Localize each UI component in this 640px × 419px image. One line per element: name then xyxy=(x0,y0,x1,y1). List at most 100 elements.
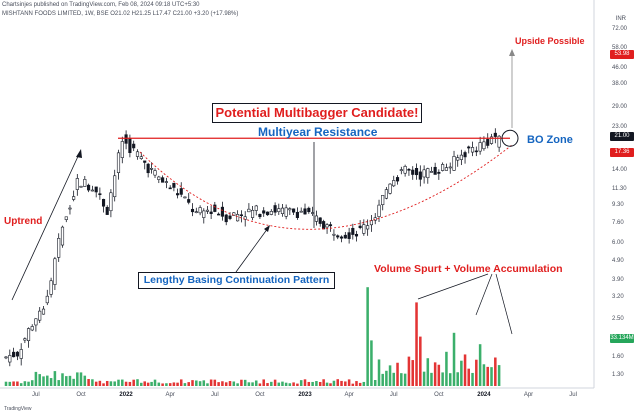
basing-pointer-head xyxy=(264,225,270,232)
candle-body xyxy=(284,207,288,217)
volume-bar xyxy=(224,382,228,386)
time-axis-label: Apr xyxy=(165,392,175,398)
volume-bar xyxy=(12,381,15,386)
volume-bar xyxy=(336,379,339,386)
time-axis-label: Jul xyxy=(569,392,577,398)
candle-body xyxy=(318,217,322,224)
price-tag: 53.98 xyxy=(610,50,634,60)
candle-body xyxy=(399,169,403,172)
volume-bar xyxy=(221,381,224,386)
volume-bar xyxy=(299,380,303,386)
candle-body xyxy=(358,225,362,228)
price-scale-label: 9.30 xyxy=(612,202,624,209)
time-axis-label: Apr xyxy=(344,392,354,398)
candle-body xyxy=(295,211,299,218)
volume-bar xyxy=(325,382,329,386)
volume-bar xyxy=(415,302,418,386)
bo-zone-label: BO Zone xyxy=(527,134,573,146)
price-scale-label: 58.00 xyxy=(612,44,628,51)
bo-zone-circle xyxy=(501,129,519,147)
candle-body xyxy=(45,295,49,304)
time-axis-label: 2024 xyxy=(477,392,491,398)
volume-bar xyxy=(61,373,64,386)
price-scale-label: 38.00 xyxy=(612,81,628,88)
candle-body xyxy=(299,210,303,213)
candle-body xyxy=(150,168,154,170)
candle-body xyxy=(57,237,61,258)
volume-bar xyxy=(136,379,139,386)
candle-body xyxy=(392,180,396,187)
basing-arc xyxy=(139,144,513,230)
candle-body xyxy=(41,308,46,315)
candle-body xyxy=(175,193,180,196)
tradingview-logo[interactable]: TradingView xyxy=(4,406,32,412)
volume-bar xyxy=(456,372,459,386)
candle-body xyxy=(49,280,53,295)
candidate-title: Potential Multibagger Candidate! xyxy=(212,103,422,123)
volume-bar xyxy=(460,360,463,386)
candle-body xyxy=(120,141,124,158)
candle-body xyxy=(98,193,102,196)
volume-bar xyxy=(392,372,395,386)
volume-bar xyxy=(254,380,258,386)
volume-bar xyxy=(467,368,470,386)
time-axis-label: Jul xyxy=(210,392,219,398)
volume-bar xyxy=(176,382,179,386)
candle-body xyxy=(247,208,251,213)
candle-body xyxy=(194,211,198,213)
candle-body xyxy=(444,167,448,171)
volume-bar xyxy=(262,379,265,386)
candle-body xyxy=(116,152,121,173)
volume-bar xyxy=(157,382,161,386)
candle-body xyxy=(437,171,441,174)
time-axis-label: Oct xyxy=(255,392,265,398)
candle-body xyxy=(23,338,27,341)
volume-bar xyxy=(332,380,336,386)
candle-body xyxy=(161,177,165,183)
volume-bar xyxy=(329,383,332,386)
resistance-label: Multiyear Resistance xyxy=(258,125,378,139)
candle-body xyxy=(12,351,16,358)
volume-bar xyxy=(396,362,399,386)
volume-bar xyxy=(344,381,347,386)
candle-body xyxy=(277,208,281,213)
volume-bar xyxy=(497,365,501,386)
candle-body xyxy=(164,181,168,183)
volume-bar xyxy=(362,381,366,386)
candle-body xyxy=(254,205,258,211)
candle-body xyxy=(288,208,292,211)
candle-body xyxy=(343,234,347,239)
volume-bar xyxy=(179,379,183,386)
upside-label: Upside Possible xyxy=(515,36,585,46)
price-scale-label: 14.00 xyxy=(612,167,628,174)
price-scale-label: 3.20 xyxy=(612,294,624,301)
volume-bar xyxy=(30,380,34,386)
basing-pointer xyxy=(235,227,269,273)
price-tag: 33.134M xyxy=(610,334,634,343)
volume-bar xyxy=(57,380,60,386)
time-axis-label: Jul xyxy=(32,392,40,398)
candle-body xyxy=(411,169,415,175)
volume-bar xyxy=(366,287,369,386)
volume-bar xyxy=(340,380,343,386)
volume-bar xyxy=(68,375,72,386)
volume-bar xyxy=(187,382,190,386)
candle-body xyxy=(26,328,31,342)
candle-body xyxy=(19,349,23,359)
candle-body xyxy=(418,171,422,180)
volume-bar xyxy=(16,381,19,386)
volume-bar xyxy=(79,372,83,386)
volume-bar xyxy=(202,380,206,386)
volume-bar xyxy=(198,381,202,386)
price-tag: 17.36 xyxy=(610,148,634,158)
candle-body xyxy=(15,351,19,357)
symbol-ohlc-line: MISHTANN FOODS LIMITED, 1W, BSE O21.02 H… xyxy=(2,11,239,17)
volume-bar xyxy=(437,364,441,386)
volume-bar xyxy=(42,376,45,386)
candle-body xyxy=(113,175,117,198)
candle-body xyxy=(314,215,318,222)
candle-body xyxy=(373,217,377,221)
price-scale-label: 4.90 xyxy=(612,257,624,264)
volume-bar xyxy=(303,379,307,386)
